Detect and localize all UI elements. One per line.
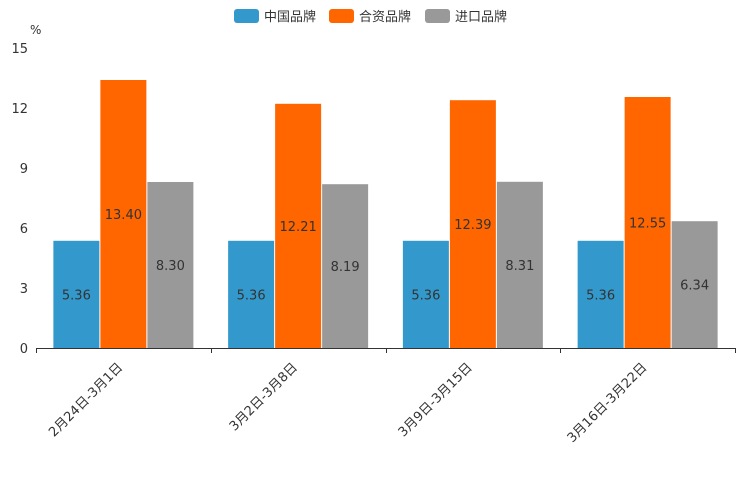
bar[interactable]: [671, 221, 718, 348]
bar[interactable]: [53, 240, 100, 348]
y-axis-unit-label: %: [30, 23, 41, 37]
bar-value-label: 12.39: [454, 218, 491, 233]
bar-value-label: 8.30: [156, 259, 185, 274]
legend-label: 合资品牌: [359, 9, 411, 25]
bar[interactable]: [275, 103, 322, 348]
bar-value-label: 13.40: [105, 208, 142, 223]
bar-value-label: 5.36: [62, 288, 91, 303]
legend-item[interactable]: 合资品牌: [329, 9, 411, 25]
bar[interactable]: [577, 240, 624, 348]
legend-label: 中国品牌: [264, 9, 316, 25]
y-tick-label: 6: [20, 222, 28, 237]
legend-swatch: [329, 9, 354, 23]
bar[interactable]: [624, 97, 671, 348]
x-axis: 2月24日-3月1日 3月2日-3月8日 3月9日-3月15日 3月16日-3月22日: [36, 348, 736, 446]
bar[interactable]: [100, 80, 147, 348]
y-tick-label: 0: [20, 342, 28, 357]
x-tick-label: 2月24日-3月1日: [46, 360, 126, 440]
bar[interactable]: [449, 100, 496, 348]
y-tick-label: 15: [11, 42, 28, 57]
legend-swatch: [425, 9, 450, 23]
legend-item[interactable]: 中国品牌: [234, 9, 316, 25]
legend-label: 进口品牌: [455, 9, 507, 25]
bar-value-label: 5.36: [586, 288, 615, 303]
bar-value-label: 8.19: [331, 260, 360, 275]
bar-value-label: 6.34: [680, 279, 709, 294]
bar[interactable]: [147, 182, 194, 348]
bar[interactable]: [322, 184, 369, 348]
legend-item[interactable]: 进口品牌: [425, 9, 507, 25]
bar[interactable]: [228, 240, 275, 348]
x-tick-label: 3月9日-3月15日: [396, 360, 476, 440]
bar[interactable]: [496, 181, 543, 348]
y-tick-label: 12: [11, 102, 28, 117]
bar-value-label: 8.31: [505, 259, 534, 274]
bar-value-label: 5.36: [237, 288, 266, 303]
x-tick-label: 3月16日-3月22日: [565, 360, 651, 446]
plot-area: 5.36 13.40 8.30 5.36 12.21 8.19 5.36 12.39 8.31 5…: [53, 80, 718, 348]
bar-value-label: 5.36: [411, 288, 440, 303]
y-axis: 0 3 6 9 12 15: [11, 42, 28, 357]
legend: 中国品牌 合资品牌 进口品牌: [234, 9, 507, 25]
bar-value-label: 12.55: [629, 217, 666, 232]
x-tick-label: 3月2日-3月8日: [227, 360, 301, 434]
y-tick-label: 9: [20, 162, 28, 177]
y-tick-label: 3: [20, 282, 28, 297]
bar-value-label: 12.21: [280, 220, 317, 235]
bar[interactable]: [402, 240, 449, 348]
legend-swatch: [234, 9, 259, 23]
